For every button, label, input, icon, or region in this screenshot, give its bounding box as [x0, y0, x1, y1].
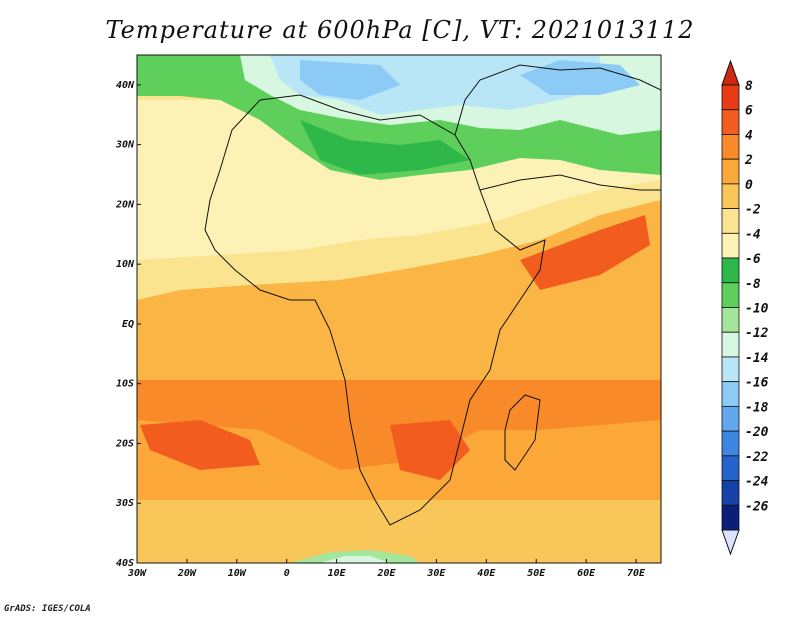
lat-tick-label: 40S [116, 558, 134, 569]
colorbar-segment [721, 257, 740, 284]
colorbar-label: -12 [745, 326, 769, 341]
chart-title: Temperature at 600hPa [C], VT: 202101311… [105, 16, 695, 44]
lat-tick-label: EQ [122, 319, 134, 330]
colorbar-segment [721, 158, 740, 185]
colorbar-label: -16 [745, 376, 769, 391]
colorbar-segment [721, 455, 740, 481]
lon-tick-label: 70E [627, 568, 646, 579]
colorbar-segment [721, 183, 740, 210]
coastlines [204, 64, 661, 526]
lat-tick-label: 20S [115, 438, 134, 449]
map-frame [136, 54, 662, 564]
colorbar-segment [721, 480, 740, 506]
lon-tick-label: 0 [284, 568, 290, 579]
colorbar-segment [721, 430, 740, 457]
colorbar-top-arrow [721, 59, 740, 86]
lon-tick-label: 50E [527, 568, 546, 579]
lat-tick-label: 20N [115, 199, 135, 210]
colorbar-label: -4 [745, 227, 761, 242]
colorbar-label: -26 [745, 499, 769, 514]
colorbar-label: -6 [745, 252, 761, 267]
lon-tick-label: 20E [376, 568, 396, 579]
lon-tick-label: 60E [577, 568, 596, 579]
colorbar-label: -8 [745, 277, 761, 292]
colorbar-segment [721, 282, 740, 308]
colorbar-label: -18 [745, 400, 769, 415]
colorbar-label: 8 [745, 79, 753, 94]
colorbar-segment [721, 109, 740, 135]
temperature-field [137, 55, 661, 563]
lat-tick-label: 10S [116, 379, 134, 390]
colorbar-segment [721, 232, 740, 259]
colorbar-segment [721, 405, 740, 432]
colorbar-segment [721, 381, 740, 407]
colorbar-label: 2 [744, 153, 753, 168]
colorbar-segment [721, 307, 740, 333]
colorbar-segment [721, 331, 740, 358]
lon-tick-label: 10W [228, 568, 247, 579]
colorbar-label: -22 [745, 450, 769, 465]
lon-tick-label: 40E [477, 568, 496, 579]
colorbar: 8 6 4 2 0 -2 -4 -6 -8 -10 -12 -14 -16 -18 -20 -22 -24 -26 [721, 59, 769, 556]
colorbar-segment [721, 84, 740, 111]
colorbar-segment [721, 504, 740, 531]
colorbar-segment [721, 134, 740, 160]
lat-tick-label: 30S [115, 498, 134, 509]
colorbar-label: 6 [745, 104, 753, 119]
lat-tick-label: 40N [116, 80, 135, 91]
credit-text: GrADS: IGES/COLA [4, 604, 91, 614]
colorbar-label: -20 [745, 425, 769, 440]
colorbar-bottom-arrow [721, 529, 740, 556]
lon-tick-label: 30E [426, 568, 446, 579]
lat-tick-label: 10N [116, 259, 135, 270]
colorbar-label: -24 [745, 475, 769, 490]
colorbar-label: 0 [745, 178, 753, 193]
colorbar-label: -10 [745, 302, 769, 317]
colorbar-label: -2 [745, 203, 761, 218]
lon-tick-label: 20W [177, 568, 197, 579]
lon-tick-label: 30W [127, 568, 147, 579]
colorbar-label: 4 [745, 128, 753, 143]
colorbar-segment [721, 356, 740, 383]
lon-tick-label: 10E [328, 568, 347, 579]
latitude-axis: 40N 30N 20N 10N EQ 10S 20S 30S 40S [115, 80, 141, 569]
colorbar-label: -14 [745, 351, 769, 366]
lat-tick-label: 30N [115, 140, 135, 151]
longitude-axis: 30W 20W 10W 0 10E 20E 30E 40E 50E 60E 70E [127, 559, 646, 579]
colorbar-segment [721, 208, 740, 234]
